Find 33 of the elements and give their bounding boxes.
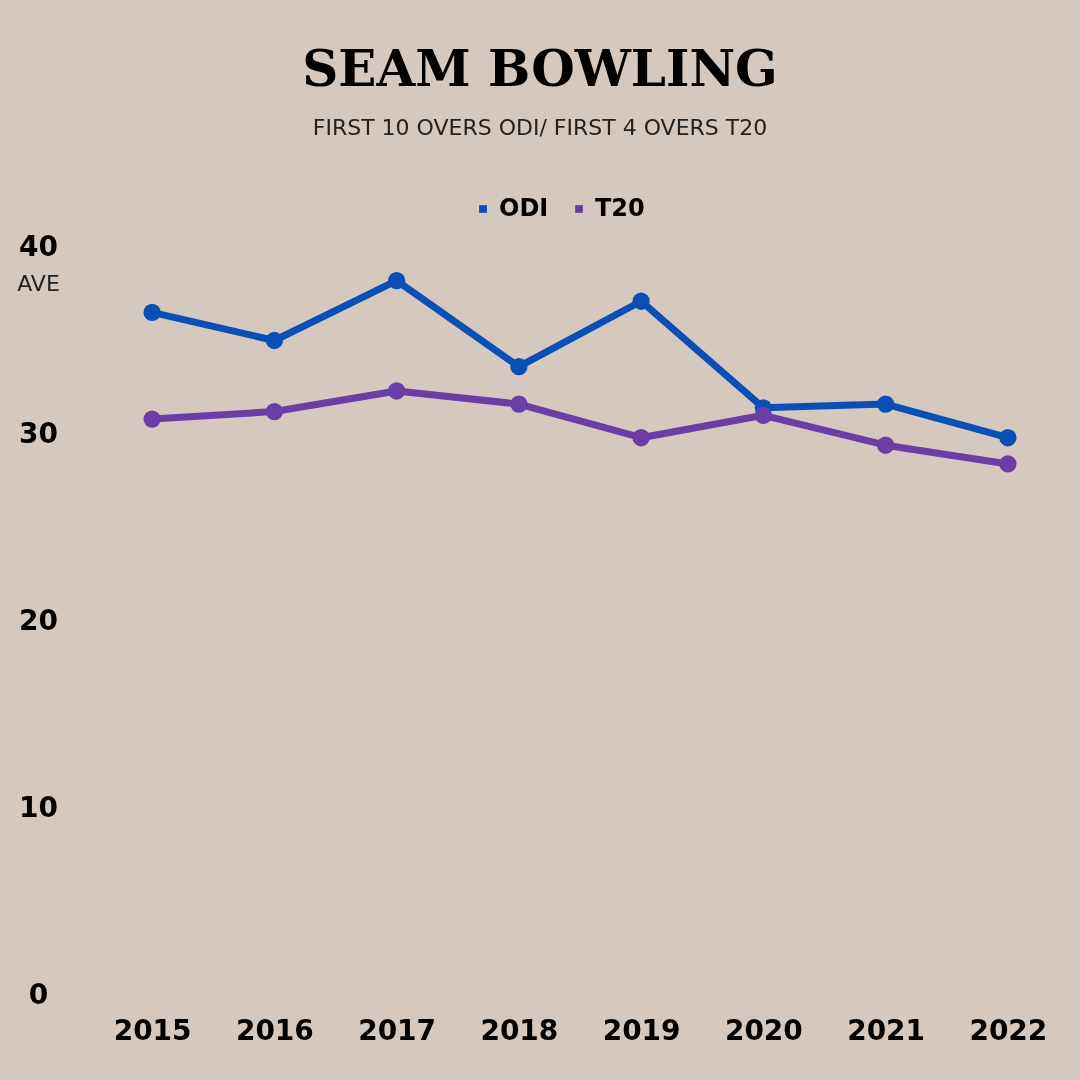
y-tick-label: 40 bbox=[19, 229, 58, 263]
chart-subtitle: FIRST 10 OVERS ODI/ FIRST 4 OVERS T20 bbox=[312, 115, 768, 140]
legend-label: T20 bbox=[595, 194, 645, 222]
y-tick-label: 10 bbox=[19, 790, 58, 824]
x-tick-label: 2022 bbox=[969, 1013, 1048, 1047]
point bbox=[265, 402, 284, 421]
point bbox=[632, 429, 650, 447]
chart-title: SEAM BOWLING bbox=[302, 39, 778, 98]
y-tick-label: 0 bbox=[28, 977, 49, 1011]
point bbox=[143, 303, 161, 322]
point bbox=[387, 382, 406, 400]
x-tick-label: 2016 bbox=[235, 1013, 314, 1047]
point bbox=[876, 395, 895, 413]
point bbox=[143, 410, 161, 428]
x-tick-label: 2017 bbox=[358, 1013, 437, 1047]
x-tick-label: 2020 bbox=[724, 1013, 803, 1047]
point bbox=[632, 292, 650, 310]
x-tick-label: 2015 bbox=[113, 1013, 192, 1047]
y-tick-label: 30 bbox=[19, 416, 58, 450]
x-tick-label: 2018 bbox=[480, 1013, 559, 1047]
point bbox=[510, 395, 528, 413]
x-tick-label: 2019 bbox=[602, 1013, 681, 1047]
point bbox=[999, 429, 1017, 447]
point bbox=[510, 358, 528, 376]
point bbox=[754, 406, 773, 424]
point bbox=[265, 331, 284, 350]
x-tick-label: 2021 bbox=[847, 1013, 926, 1047]
y-tick-label: 20 bbox=[19, 603, 58, 637]
point bbox=[999, 455, 1017, 473]
point bbox=[387, 272, 406, 290]
y-axis-title: AVE bbox=[17, 270, 60, 296]
legend-label: ODI bbox=[499, 194, 549, 222]
point bbox=[876, 436, 895, 454]
